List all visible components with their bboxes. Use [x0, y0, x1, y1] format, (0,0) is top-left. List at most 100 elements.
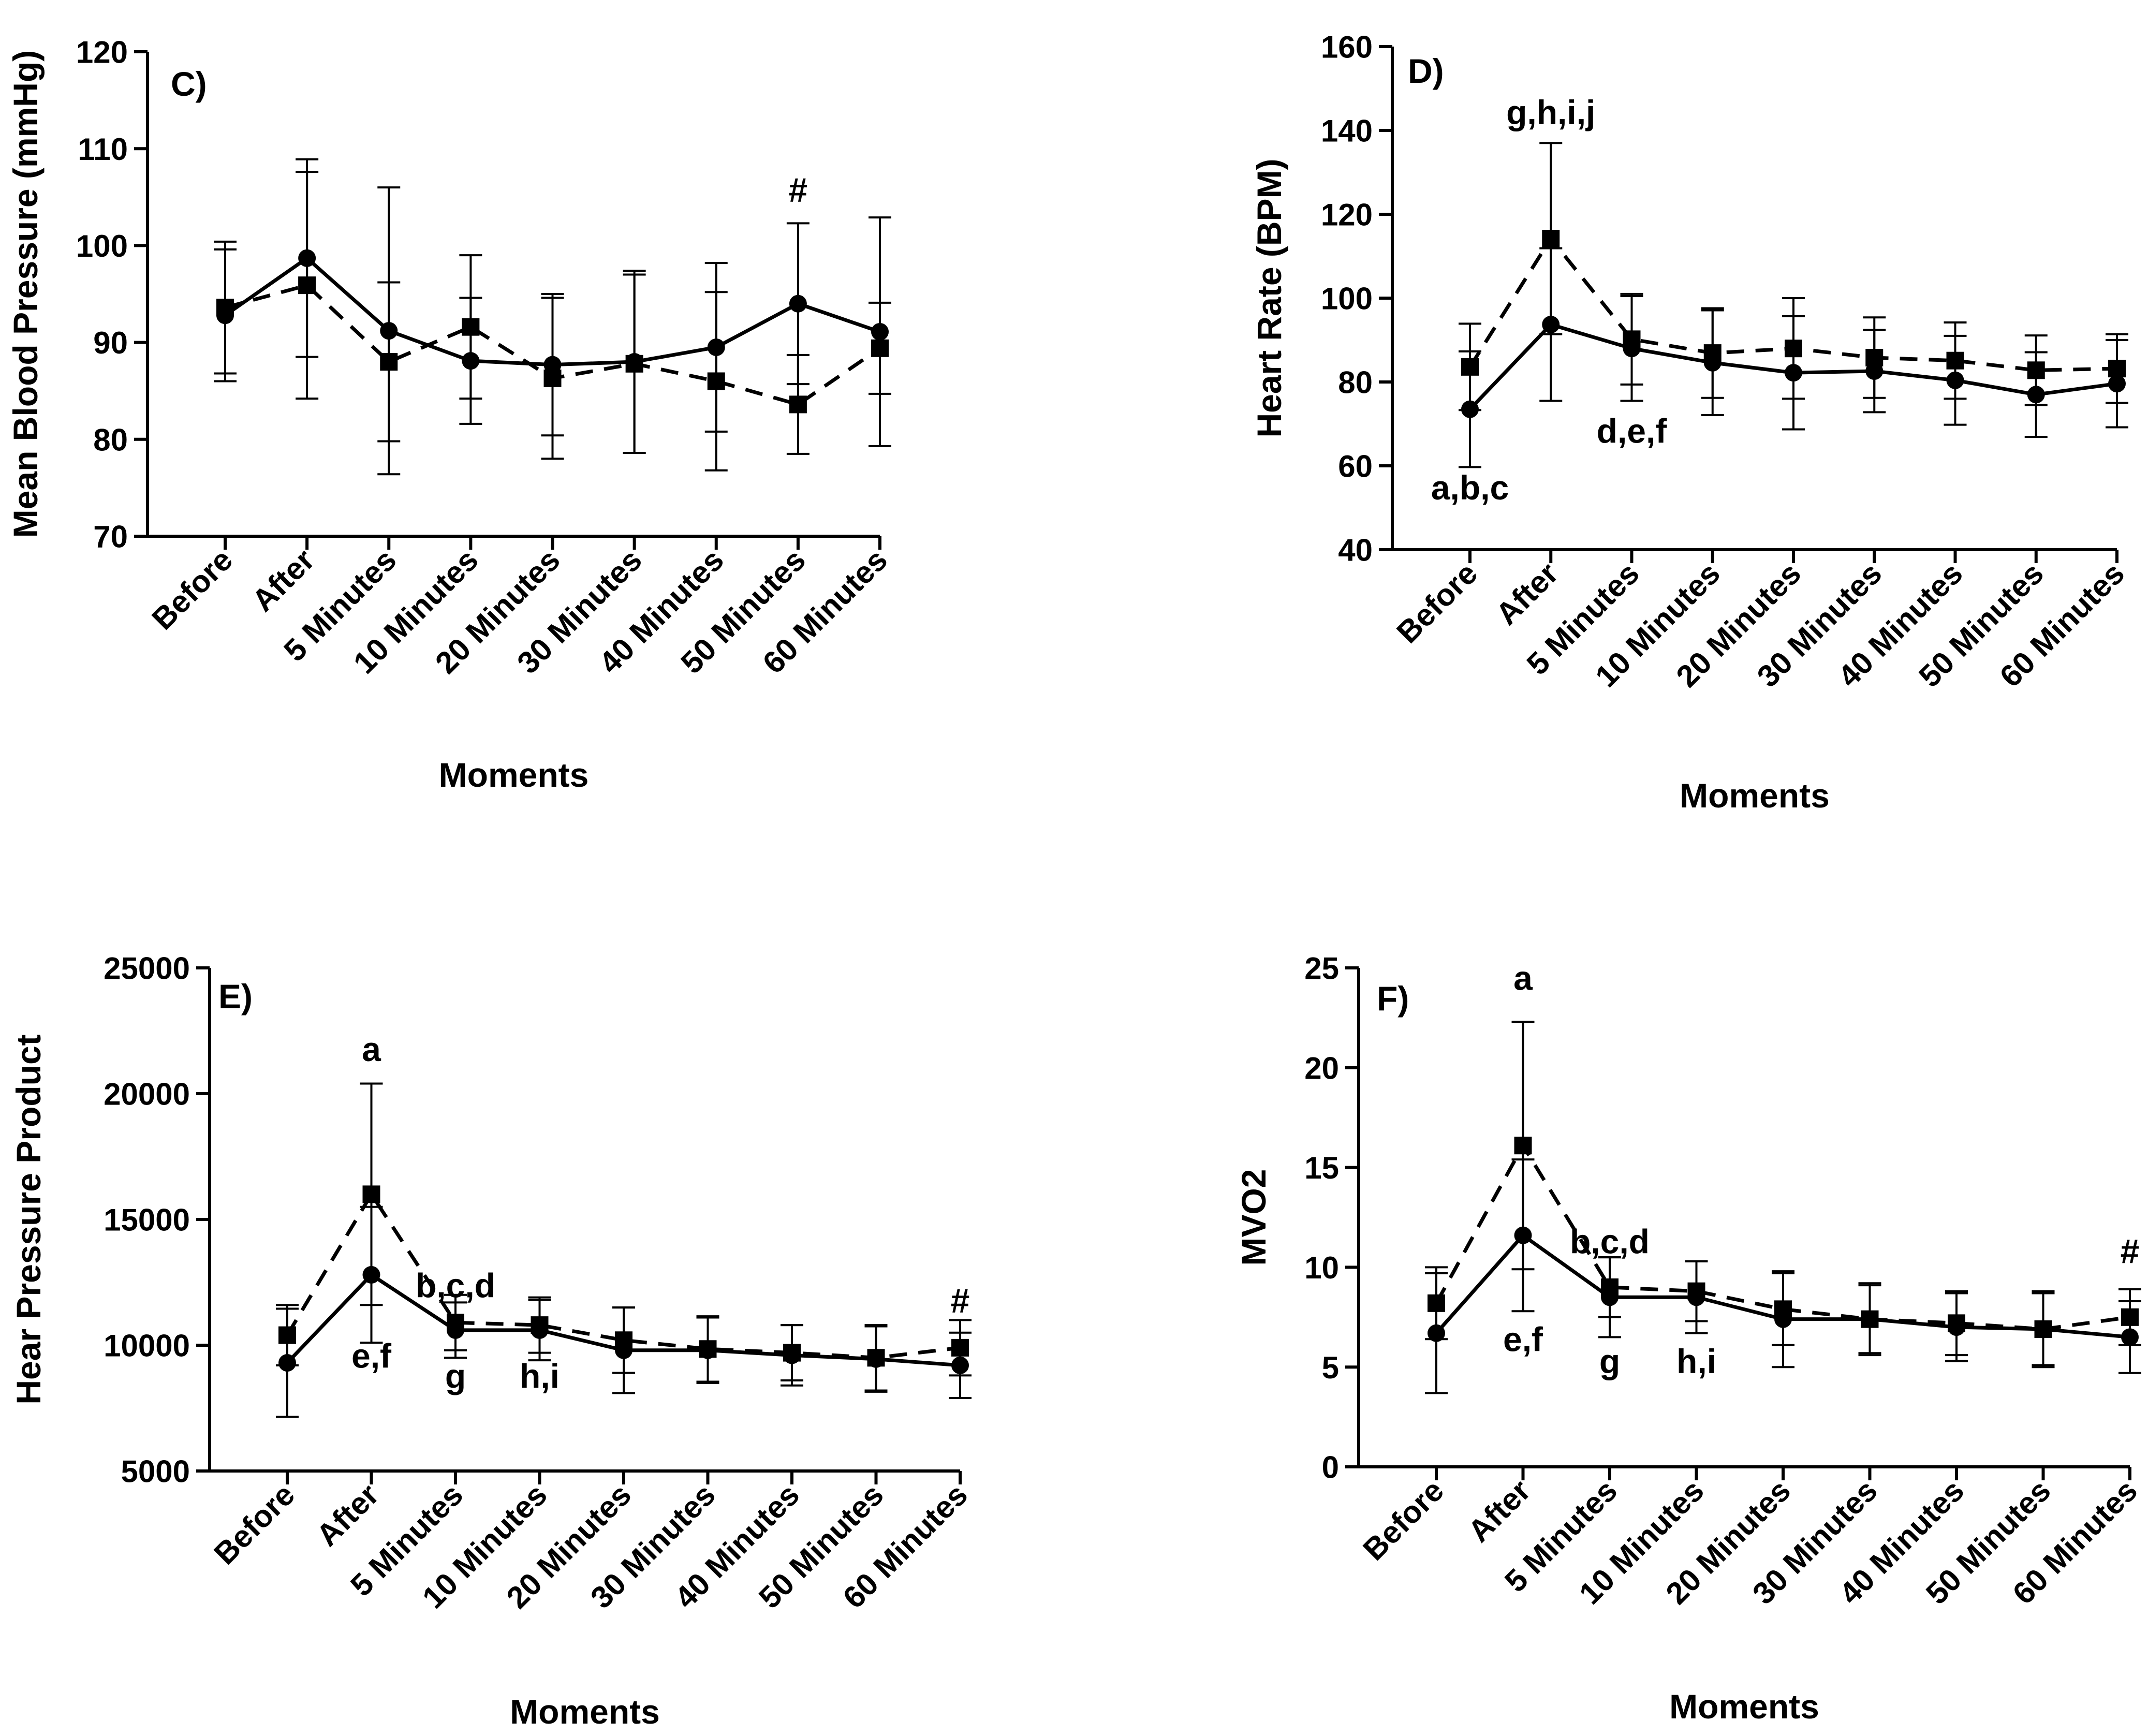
annotation-label: a [1513, 959, 1533, 997]
data-point-square [615, 1331, 632, 1349]
data-point-square [543, 369, 562, 387]
y-tick-label: 120 [1321, 198, 1373, 232]
panel-label: F) [1377, 979, 1409, 1018]
data-point-square [1785, 340, 1802, 358]
panel-label: C) [171, 65, 207, 103]
y-tick-label: 90 [93, 326, 128, 360]
y-tick-label: 80 [1338, 365, 1373, 400]
y-tick-label: 100 [76, 229, 128, 263]
data-point-square [462, 318, 480, 336]
series-line [285, 1192, 961, 1360]
data-point-square [216, 299, 234, 317]
series-square-dashed [1459, 142, 2128, 411]
data-point-square [362, 1185, 380, 1203]
data-point-square [699, 1340, 717, 1358]
data-point-square [1948, 1314, 1965, 1332]
annotation-label: b,c,d [416, 1267, 495, 1305]
data-point-square [1542, 229, 1560, 247]
series-square-dashed [214, 171, 891, 472]
annotation-label: h,i [520, 1357, 560, 1395]
panel-label: D) [1408, 52, 1444, 90]
data-point-square [2121, 1308, 2139, 1326]
x-axis-title: Moments [439, 756, 589, 794]
data-point-square [1623, 330, 1641, 348]
y-tick-label: 15000 [104, 1203, 190, 1238]
x-tick-label: After [245, 542, 321, 618]
x-tick-label: Before [145, 542, 239, 637]
data-point-square [1687, 1282, 1705, 1300]
annotation-label: b,c,d [1570, 1222, 1650, 1260]
annotation-label: # [789, 171, 808, 209]
data-point-square [2027, 361, 2045, 379]
y-tick-label: 120 [76, 35, 128, 70]
panel-label: E) [218, 977, 253, 1016]
data-point-square [1946, 351, 1964, 370]
y-axis-title: Hear Pressure Product [9, 1034, 48, 1404]
x-tick-label: After [310, 1477, 385, 1553]
annotation-label: e,f [1503, 1320, 1543, 1358]
annotation-label: # [951, 1282, 970, 1320]
x-axis-title: Moments [1669, 1687, 1819, 1726]
y-tick-label: 160 [1321, 30, 1373, 65]
data-point-square [1865, 349, 1884, 367]
series-line [1434, 1143, 2130, 1331]
x-tick-label: After [1489, 556, 1565, 631]
data-point-square [783, 1344, 801, 1362]
data-point-square [1601, 1278, 1619, 1296]
data-point-square [447, 1314, 464, 1332]
y-tick-label: 80 [93, 422, 128, 457]
annotation-label: a,b,c [1431, 468, 1509, 507]
data-point-square [1461, 358, 1479, 376]
series-square-dashed [276, 1082, 972, 1392]
y-tick-label: 25000 [104, 951, 190, 986]
x-tick-label: Before [207, 1477, 301, 1571]
annotation-label: h,i [1676, 1342, 1716, 1380]
y-tick-label: 10000 [104, 1329, 190, 1363]
y-tick-label: 110 [78, 132, 128, 167]
y-tick-label: 20000 [104, 1077, 190, 1112]
data-point-square [1861, 1310, 1879, 1328]
annotation-label: d,e,f [1597, 411, 1668, 450]
data-point-square [531, 1316, 549, 1334]
annotation-label: g [445, 1357, 466, 1395]
y-axis-title: MVO2 [1234, 1169, 1273, 1266]
annotation-label: g,h,i,j [1506, 93, 1595, 131]
y-tick-label: 70 [93, 520, 128, 554]
annotation-label: e,f [351, 1337, 392, 1375]
annotation-label: # [2121, 1232, 2140, 1271]
x-tick-label: Before [1356, 1473, 1450, 1567]
data-point-square [1774, 1300, 1792, 1318]
data-point-circle [789, 295, 807, 313]
data-point-square [1703, 344, 1722, 362]
y-tick-label: 10 [1304, 1250, 1339, 1285]
data-point-square [707, 372, 725, 390]
data-point-square [2034, 1320, 2052, 1338]
y-tick-label: 100 [1321, 282, 1373, 316]
x-tick-label: Before [1390, 556, 1484, 650]
y-tick-label: 0 [1322, 1450, 1339, 1485]
data-point-square [380, 353, 398, 371]
y-tick-label: 60 [1338, 449, 1373, 484]
y-tick-label: 5000 [121, 1454, 190, 1489]
data-point-square [298, 276, 316, 295]
data-point-square [1514, 1137, 1532, 1155]
data-point-square [871, 339, 889, 357]
y-tick-label: 20 [1304, 1051, 1339, 1085]
data-point-square [789, 395, 807, 414]
x-axis-title: Moments [1680, 776, 1830, 815]
y-tick-label: 40 [1338, 533, 1373, 568]
y-axis-title: Mean Blood Pressure (mmHg) [6, 50, 45, 538]
annotation-label: a [362, 1030, 381, 1068]
data-point-square [2108, 360, 2126, 378]
y-tick-label: 15 [1304, 1151, 1339, 1185]
x-tick-label: After [1461, 1473, 1537, 1549]
data-point-square [625, 355, 643, 373]
data-point-square [951, 1338, 969, 1357]
y-tick-label: 25 [1304, 951, 1339, 986]
series-square-dashed [1425, 1021, 2141, 1369]
